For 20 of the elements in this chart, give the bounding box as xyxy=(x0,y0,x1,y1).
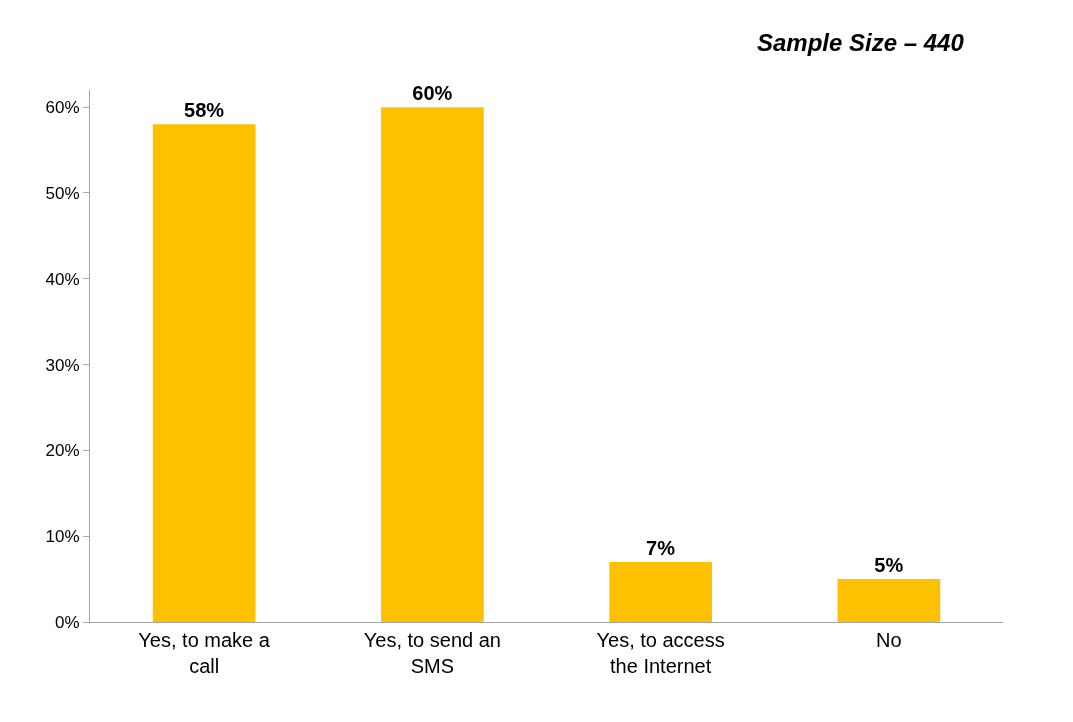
data-label: 7% xyxy=(646,536,676,559)
x-tick-label: Yes, to access the Internet xyxy=(596,629,725,677)
y-tick-label: 40% xyxy=(45,269,80,289)
data-label: 60% xyxy=(412,82,453,105)
y-tick-label: 10% xyxy=(45,527,80,547)
y-tick-label: 0% xyxy=(55,612,80,632)
x-tick-label: Yes, to send an SMS xyxy=(363,629,501,677)
data-label: 58% xyxy=(184,99,225,122)
bar xyxy=(152,124,256,622)
bar xyxy=(837,579,941,622)
y-tick-label: 50% xyxy=(45,183,80,203)
text: Sample Size – 440 xyxy=(757,29,965,56)
bar xyxy=(381,107,484,622)
bar xyxy=(609,561,712,622)
y-tick-label: 20% xyxy=(45,441,80,461)
y-tick-label: 60% xyxy=(45,98,80,118)
x-tick-label: No xyxy=(876,629,902,651)
x-tick-label: Yes, to make a call xyxy=(138,629,271,677)
data-label: 5% xyxy=(874,554,904,577)
y-tick-label: 30% xyxy=(45,355,80,375)
